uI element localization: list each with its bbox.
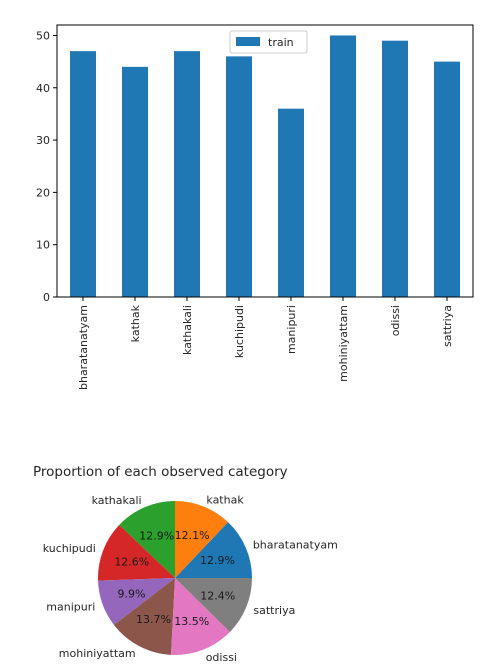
x-tick-label: bharatanatyam bbox=[77, 305, 90, 390]
pie-category-labels: bharatanatyam kathak kathakali kuchipudi man… bbox=[43, 493, 338, 664]
y-tick-label: 50 bbox=[36, 29, 50, 42]
percent-label-manipuri: 9.9% bbox=[118, 588, 146, 601]
bar-bharatanatyam bbox=[70, 51, 96, 298]
pie-percent-labels: 12.9%12.1%12.9%12.6%9.9%13.7% 13.5%12.4% bbox=[114, 529, 235, 628]
x-tick-label: mohiniyattam bbox=[337, 305, 350, 382]
slice-odissi bbox=[171, 578, 230, 655]
percent-label-mohiniyattam: 13.7% bbox=[136, 613, 171, 626]
x-tick-label: sattriya bbox=[441, 305, 454, 347]
legend: train bbox=[229, 30, 308, 54]
percent-label-kathak: 12.1% bbox=[175, 529, 210, 542]
x-tick-label: kathakali bbox=[181, 305, 194, 355]
bar-mohiniyattam bbox=[330, 35, 356, 297]
legend-box bbox=[229, 30, 308, 54]
bar-odissi bbox=[382, 40, 408, 297]
percent-label-kuchipudi: 12.6% bbox=[114, 556, 149, 569]
pie-chart: Proportion of each observed category 12.… bbox=[33, 464, 338, 664]
y-axis: 0 10 20 30 40 50 bbox=[36, 29, 57, 304]
y-tick-label: 0 bbox=[43, 291, 50, 304]
y-tick-label: 30 bbox=[36, 134, 50, 147]
x-axis: bharatanatyam kathak kathakali kuchipudi man… bbox=[77, 297, 454, 390]
axes-frame bbox=[56, 24, 474, 298]
slice-kuchipudi bbox=[98, 524, 175, 581]
percent-label-bharatanatyam: 12.9% bbox=[200, 554, 235, 567]
percent-label-kathakali: 12.9% bbox=[139, 530, 174, 543]
percent-label-odissi: 13.5% bbox=[174, 615, 209, 628]
y-tick-label: 40 bbox=[36, 82, 50, 95]
legend-label: train bbox=[268, 36, 294, 49]
pie-label-odissi: odissi bbox=[206, 651, 237, 664]
bar-sattriya bbox=[434, 61, 460, 297]
pie-label-bharatanatyam: bharatanatyam bbox=[253, 539, 338, 552]
pie-label-sattriya: sattriya bbox=[253, 604, 295, 617]
pie-title: Proportion of each observed category bbox=[33, 464, 288, 480]
pie-label-manipuri: manipuri bbox=[46, 601, 95, 614]
pie-label-mohiniyattam: mohiniyattam bbox=[59, 647, 136, 660]
x-tick-label: manipuri bbox=[285, 305, 298, 354]
slice-bharatanatyam bbox=[175, 522, 252, 578]
bars bbox=[70, 35, 460, 298]
bar-kuchipudi bbox=[226, 56, 252, 298]
bar-manipuri bbox=[278, 108, 304, 297]
bar-kathakali bbox=[174, 51, 200, 298]
x-tick-label: kathak bbox=[129, 304, 142, 342]
pie-slices bbox=[98, 501, 252, 655]
y-tick-label: 10 bbox=[36, 239, 50, 252]
bar-kathak bbox=[122, 66, 148, 297]
slice-mohiniyattam bbox=[113, 578, 175, 655]
bar-chart: 0 10 20 30 40 50 bharatanatyam kathak kathakali… bbox=[36, 24, 474, 390]
y-tick-label: 20 bbox=[36, 186, 50, 199]
slice-kathakali bbox=[119, 501, 175, 578]
slice-manipuri bbox=[98, 578, 175, 625]
slice-sattriya bbox=[175, 578, 252, 632]
pie-label-kathak: kathak bbox=[206, 493, 244, 506]
x-tick-label: odissi bbox=[389, 305, 402, 336]
legend-swatch bbox=[236, 37, 260, 46]
x-tick-label: kuchipudi bbox=[233, 305, 246, 358]
pie-label-kuchipudi: kuchipudi bbox=[43, 542, 96, 555]
percent-label-sattriya: 12.4% bbox=[200, 589, 235, 602]
slice-kathak bbox=[175, 501, 229, 578]
pie-label-kathakali: kathakali bbox=[92, 494, 142, 507]
